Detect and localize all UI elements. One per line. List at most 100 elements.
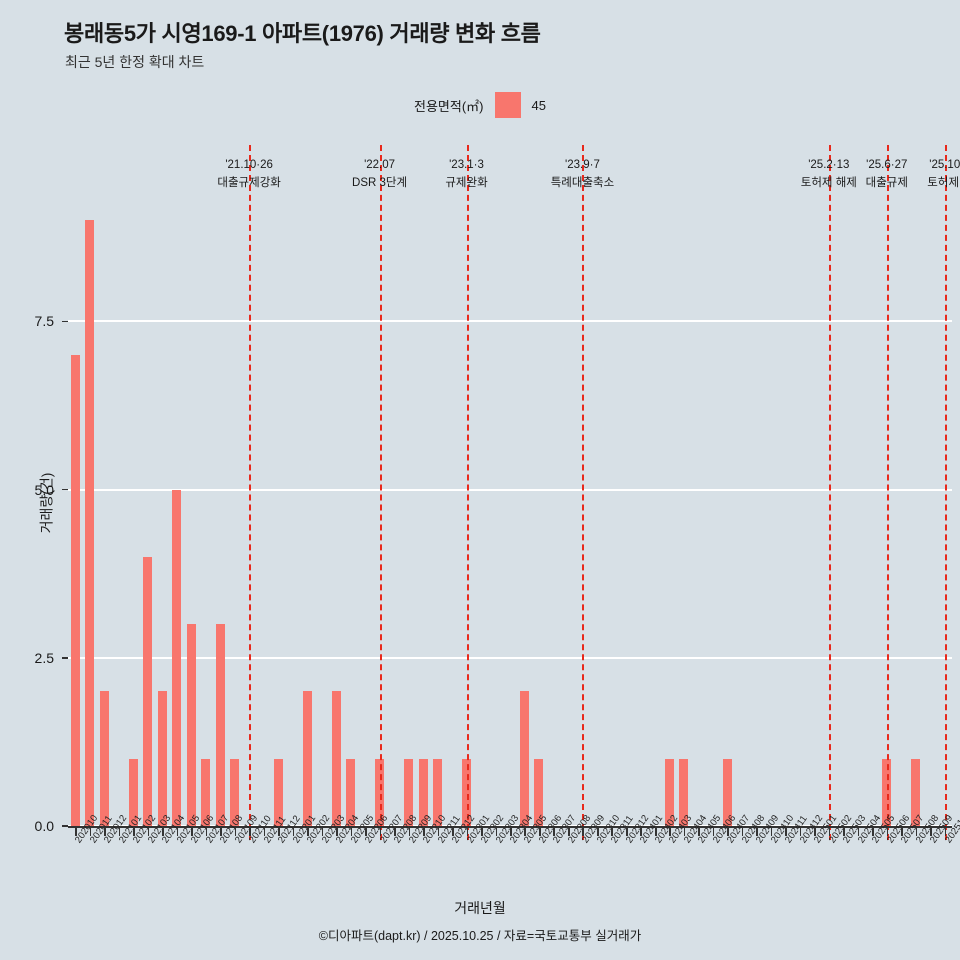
event-name: 특례대출축소 (550, 176, 615, 189)
event-date: '22.07 (364, 159, 396, 171)
x-tick-mark (828, 827, 831, 836)
event-line (828, 145, 831, 840)
event-name: 토허제 해제 (800, 176, 857, 189)
x-tick-mark (683, 827, 686, 836)
x-tick-mark (785, 827, 787, 836)
event-date: '21.10·26 (225, 159, 273, 171)
bar[interactable] (230, 758, 240, 826)
bar[interactable] (664, 758, 674, 826)
x-tick-mark (799, 827, 802, 836)
y-tick-mark (62, 825, 68, 827)
event-name: 토허제: (927, 176, 960, 189)
x-tick-mark (191, 827, 193, 836)
bar[interactable] (911, 758, 921, 826)
x-tick-mark (669, 827, 671, 836)
x-tick-mark (408, 827, 411, 836)
bar[interactable] (273, 758, 283, 826)
x-tick-mark (263, 827, 266, 836)
gridline (68, 488, 952, 491)
event-name: 대출규제강화 (217, 176, 281, 189)
x-tick-mark (220, 827, 222, 836)
x-tick-mark (901, 827, 903, 836)
x-tick-mark (611, 827, 614, 836)
bar[interactable] (186, 624, 196, 826)
footer-credit: ©디아파트(dapt.kr) / 2025.10.25 / 자료=국토교통부 실… (318, 929, 642, 943)
x-tick-mark (625, 827, 628, 836)
bar[interactable] (331, 691, 341, 826)
x-tick-mark (379, 827, 382, 836)
bar[interactable] (404, 758, 414, 826)
event-date: '25.10 (929, 159, 960, 171)
x-tick-mark (930, 827, 932, 836)
x-tick-mark (437, 827, 440, 836)
y-axis-label-wrap: 거래량(건) (10, 180, 54, 826)
bar[interactable] (882, 758, 892, 826)
x-tick-mark (741, 827, 744, 836)
x-tick-mark (336, 827, 338, 836)
x-tick-mark (452, 827, 454, 836)
bar[interactable] (157, 691, 167, 826)
x-tick-mark (394, 827, 396, 836)
x-tick-mark (118, 827, 121, 836)
bar[interactable] (433, 758, 443, 826)
event-annotation: '25.6·27 대출규제 (866, 157, 908, 193)
event-date: '25.6·27 (866, 159, 908, 171)
x-tick-mark (307, 827, 309, 836)
bar[interactable] (143, 556, 153, 826)
bar[interactable] (99, 691, 109, 826)
legend-swatch-45 (494, 92, 521, 118)
x-tick-mark (162, 827, 164, 836)
x-tick-mark (365, 827, 367, 836)
bar[interactable] (128, 758, 138, 826)
event-line (944, 145, 947, 840)
x-tick-mark (915, 827, 918, 836)
x-tick-mark (814, 827, 816, 836)
event-name: 규제완화 (445, 176, 488, 189)
bar[interactable] (215, 624, 225, 826)
x-tick-mark (147, 827, 150, 836)
event-line (582, 145, 585, 840)
event-annotation: '22.07 DSR 3단계 (352, 157, 407, 193)
event-annotation: '25.10 토허제: (927, 157, 960, 193)
legend-value-45: 45 (531, 97, 546, 113)
x-tick-mark (495, 827, 498, 836)
x-tick-mark (278, 827, 280, 836)
x-axis-label: 거래년월 (454, 900, 506, 916)
y-tick-mark (62, 488, 68, 491)
event-line (249, 145, 252, 840)
x-tick-mark (89, 827, 92, 836)
y-tick-mark (62, 657, 68, 659)
bar[interactable] (722, 758, 732, 826)
bar[interactable] (679, 758, 689, 826)
x-tick-mark (944, 827, 947, 836)
x-tick-mark (582, 827, 585, 836)
gridline (68, 320, 952, 323)
event-annotation: '23.1·3 규제완화 (445, 157, 487, 193)
bar[interactable] (70, 354, 80, 826)
x-tick-mark (567, 827, 570, 836)
plot-area (68, 145, 952, 840)
x-tick-mark (423, 827, 425, 836)
bar[interactable] (85, 220, 95, 826)
bar[interactable] (534, 758, 544, 826)
x-tick-mark (176, 827, 179, 836)
event-name: DSR 3단계 (352, 176, 408, 189)
event-annotation: '21.10·26 대출규제강화 (217, 157, 280, 193)
legend: 전용면적(㎡) 45 (0, 92, 960, 118)
bar[interactable] (418, 758, 428, 826)
bar[interactable] (201, 758, 211, 826)
x-tick-mark (727, 827, 729, 836)
x-tick-mark (698, 827, 700, 836)
event-line (886, 145, 889, 840)
x-tick-mark (510, 827, 512, 836)
bar[interactable] (172, 489, 182, 826)
event-line (379, 145, 382, 840)
chart-subtitle: 최근 5년 한정 확대 차트 (65, 54, 205, 70)
x-tick-mark (133, 827, 135, 836)
event-name: 대출규제 (865, 176, 908, 189)
bar[interactable] (346, 758, 356, 826)
bar[interactable] (519, 691, 529, 826)
legend-title: 전용면적(㎡) (414, 98, 484, 114)
bar[interactable] (302, 691, 312, 826)
